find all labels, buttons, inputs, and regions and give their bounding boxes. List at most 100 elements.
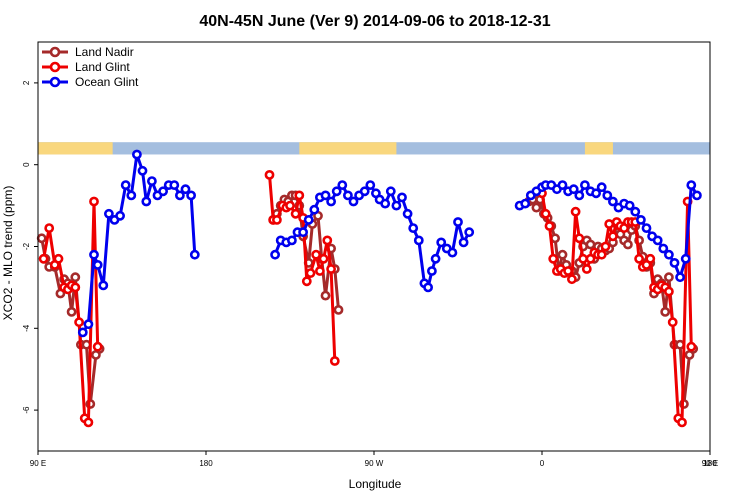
- data-point: [70, 282, 81, 293]
- data-point: [585, 239, 596, 250]
- data-point: [557, 249, 568, 260]
- data-point: [570, 206, 581, 217]
- data-point: [348, 196, 359, 207]
- data-point: [557, 180, 568, 190]
- data-point: [286, 235, 297, 246]
- data-point: [641, 223, 652, 233]
- data-point: [380, 198, 391, 209]
- legend-swatch-marker: [49, 76, 61, 88]
- x-tick-label: 90 W: [365, 459, 384, 468]
- data-point: [174, 190, 185, 201]
- x-tick-label-overlap: 180: [703, 459, 717, 468]
- data-point: [436, 237, 447, 248]
- legend-swatch-marker: [49, 46, 61, 58]
- data-point: [38, 253, 49, 264]
- data-point: [77, 327, 88, 338]
- data-point: [285, 200, 295, 211]
- data-point: [458, 237, 469, 248]
- data-point: [677, 417, 687, 428]
- x-axis-label: Longitude: [349, 477, 402, 491]
- data-point: [692, 190, 702, 201]
- y-axis: -6 -4 -2 0 2: [22, 80, 38, 414]
- data-point: [604, 219, 615, 229]
- data-point: [298, 227, 308, 238]
- y-tick-label: -4: [22, 324, 31, 332]
- data-point: [314, 266, 325, 276]
- data-point: [548, 253, 559, 264]
- series-ocean-glint: [77, 149, 702, 338]
- data-point: [568, 184, 579, 195]
- data-point: [126, 190, 137, 201]
- data-point: [596, 249, 607, 260]
- data-point: [66, 306, 77, 317]
- data-point: [326, 196, 336, 207]
- data-point: [464, 227, 475, 238]
- data-point: [544, 221, 555, 231]
- y-tick-label: -6: [22, 406, 31, 414]
- data-point: [574, 190, 585, 201]
- data-point: [634, 253, 644, 264]
- data-point: [624, 200, 635, 211]
- data-point: [645, 253, 656, 264]
- data-point: [189, 249, 200, 260]
- data-point: [630, 206, 641, 217]
- data-point: [600, 241, 611, 252]
- data-point: [520, 198, 531, 209]
- series-land-nadir: [36, 190, 699, 409]
- data-point: [329, 356, 340, 366]
- data-point: [652, 235, 663, 246]
- data-point: [98, 280, 109, 291]
- data-point: [591, 188, 601, 199]
- data-point: [36, 233, 47, 244]
- data-point: [83, 319, 94, 330]
- data-point: [89, 196, 99, 207]
- data-point: [660, 306, 671, 317]
- data-point: [686, 341, 697, 352]
- land-segment: [299, 142, 397, 155]
- y-axis-label: XCO2 - MLO trend (ppm): [1, 186, 15, 321]
- data-point: [574, 233, 585, 244]
- legend-item: Land Nadir: [42, 45, 134, 59]
- x-tick-label: 180: [199, 459, 213, 468]
- data-point: [169, 180, 180, 190]
- data-point: [186, 190, 196, 201]
- data-point: [664, 286, 674, 297]
- data-point: [531, 202, 542, 213]
- data-point: [92, 341, 103, 352]
- land-segment: [584, 142, 613, 155]
- data-point: [92, 259, 103, 270]
- data-point: [271, 214, 282, 225]
- data-point: [180, 184, 191, 195]
- data-point: [658, 243, 669, 254]
- data-point: [669, 257, 680, 268]
- data-point: [397, 192, 407, 203]
- data-point: [120, 180, 131, 190]
- legend-item: Land Glint: [42, 60, 130, 74]
- data-point: [408, 223, 419, 233]
- data-point: [680, 253, 691, 264]
- data-point: [311, 249, 321, 260]
- data-point: [301, 276, 312, 287]
- data-point: [563, 266, 573, 276]
- data-point: [146, 176, 157, 186]
- x-tick-label: 90 E: [702, 459, 718, 468]
- data-point: [608, 231, 618, 242]
- data-point: [322, 235, 333, 246]
- data-point: [337, 180, 348, 190]
- data-point: [270, 249, 280, 260]
- data-point: [137, 165, 148, 176]
- data-point: [326, 264, 336, 274]
- data-point: [115, 210, 125, 221]
- data-point: [567, 274, 577, 285]
- data-point: [686, 180, 697, 190]
- data-point: [359, 186, 370, 197]
- legend-item: Ocean Glint: [42, 75, 139, 89]
- data-point: [580, 180, 590, 190]
- legend-label: Ocean Glint: [75, 75, 139, 89]
- x-tick-label: 0: [540, 459, 545, 468]
- legend-label: Land Nadir: [75, 45, 134, 59]
- series-layer: [36, 149, 702, 428]
- data-point: [131, 149, 142, 160]
- data-point: [74, 317, 84, 328]
